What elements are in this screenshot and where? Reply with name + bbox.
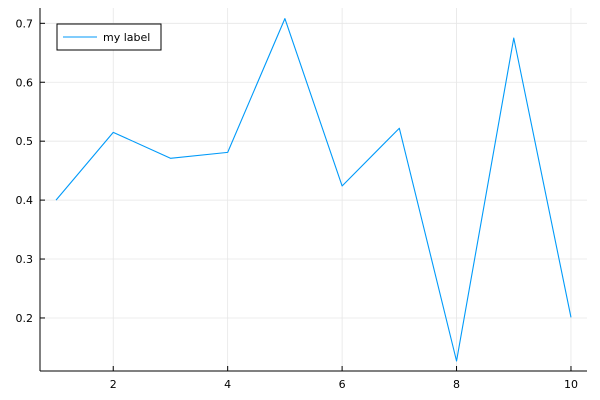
x-tick-label: 8: [453, 378, 460, 391]
y-tick-label: 0.3: [16, 253, 34, 266]
y-tick-label: 0.5: [16, 135, 34, 148]
x-tick-label: 4: [224, 378, 231, 391]
axes: 2 4 6 8 10 0.2 0.3 0.4 0.5 0.6 0.7: [16, 8, 587, 391]
series-line: [55, 18, 572, 362]
y-tick-label: 0.4: [16, 194, 34, 207]
x-tick-label: 6: [339, 378, 346, 391]
y-tick-label: 0.2: [16, 312, 34, 325]
x-tick-label: 2: [110, 378, 117, 391]
y-tick-label: 0.7: [16, 17, 34, 30]
legend-label: my label: [103, 31, 150, 44]
legend: my label: [56, 23, 162, 51]
y-tick-label: 0.6: [16, 76, 34, 89]
x-tick-label: 10: [564, 378, 578, 391]
grid: [40, 8, 587, 371]
series-layer: [55, 18, 572, 362]
